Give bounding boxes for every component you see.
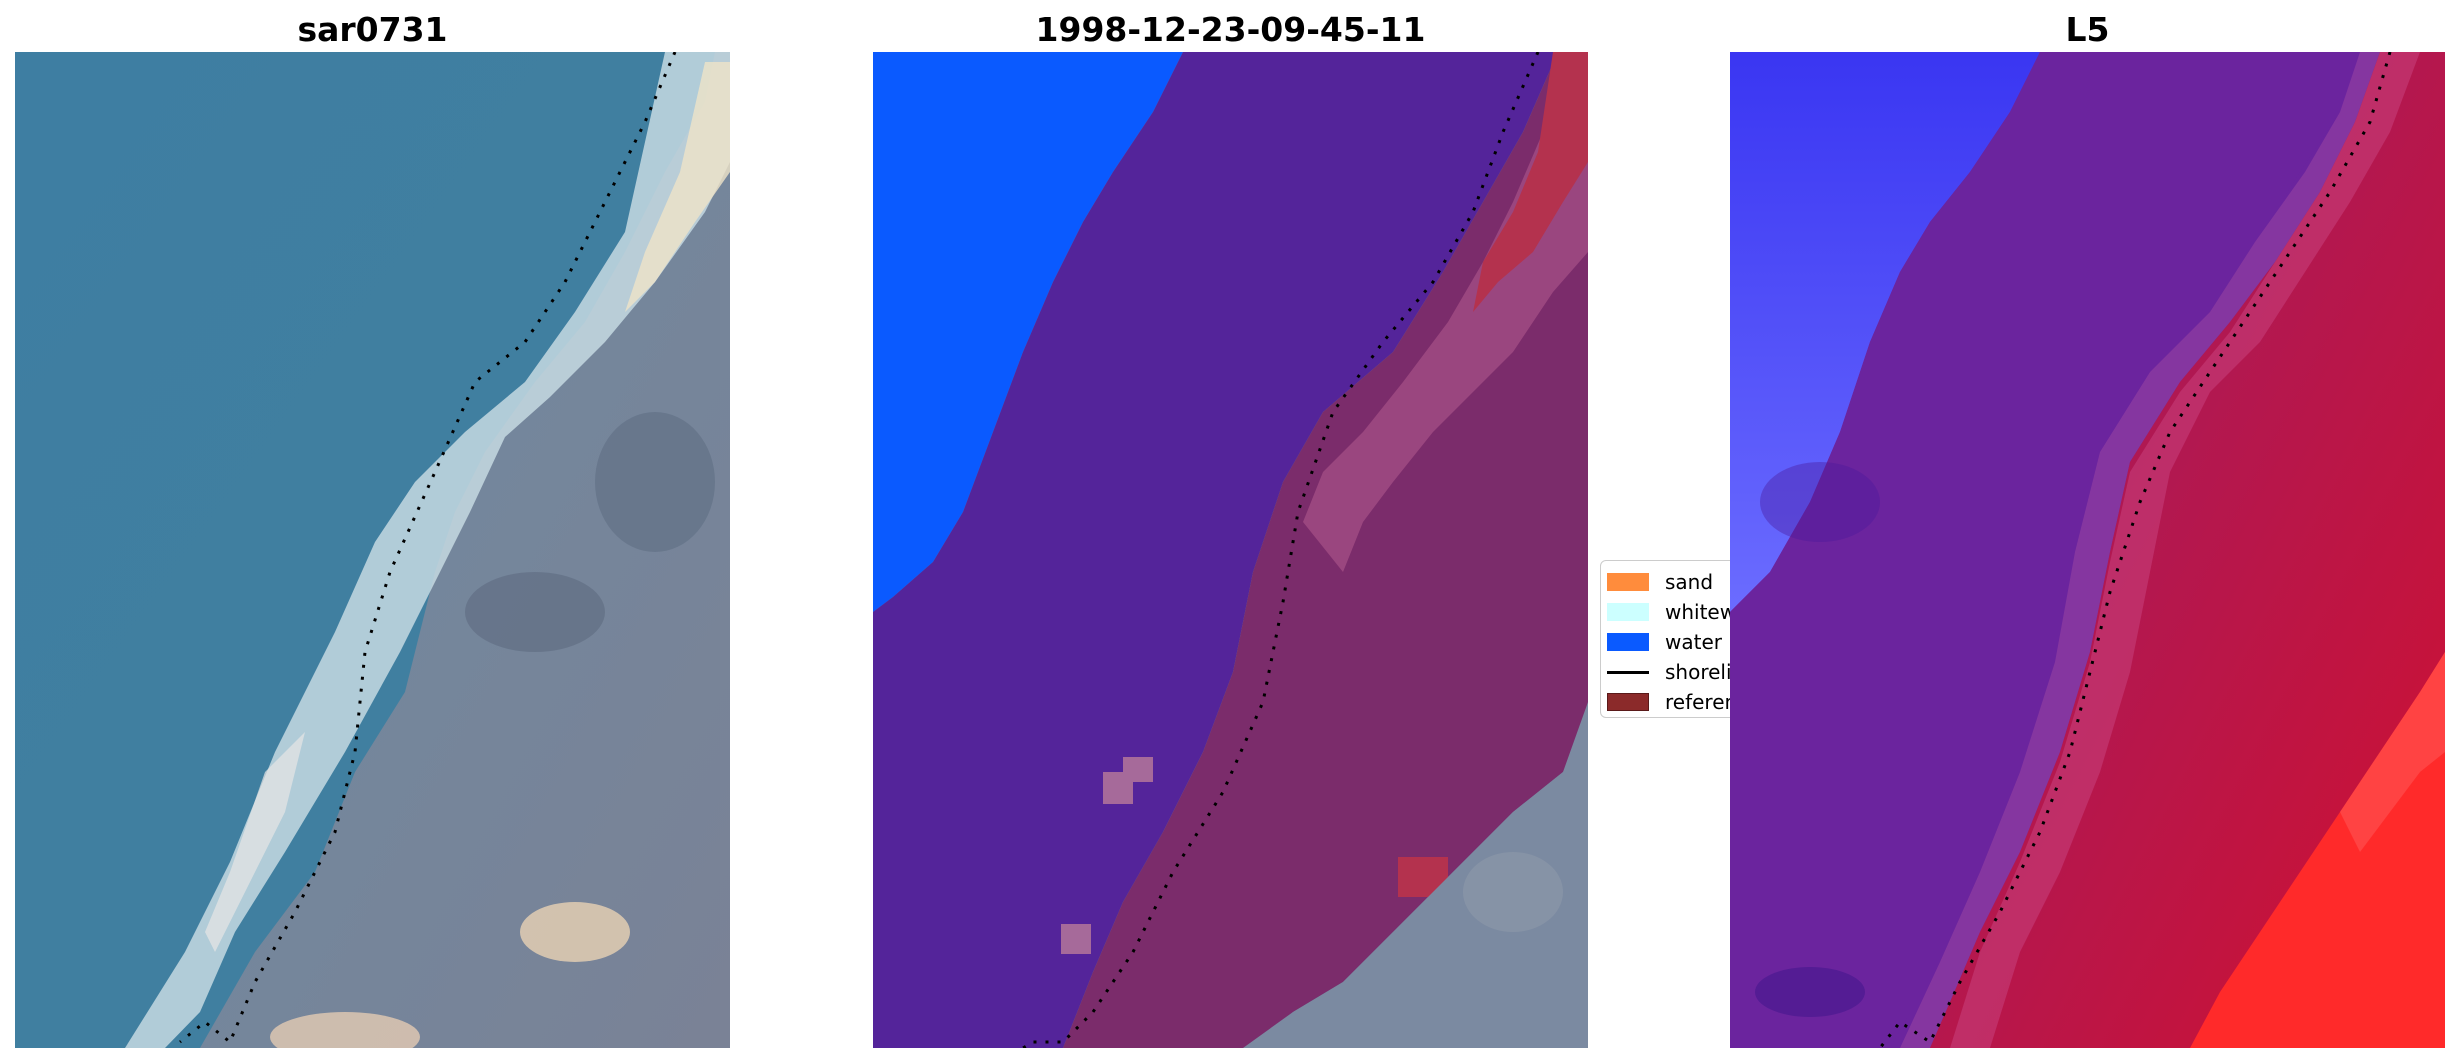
legend-label: water (1665, 630, 1722, 654)
shoreline-swatch (1607, 670, 1649, 674)
panel-title-classification: 1998-12-23-09-45-11 (1035, 10, 1426, 49)
legend-label: sand (1665, 570, 1714, 594)
shoreline-line (1878, 52, 2392, 1048)
legend-item-water: water (1607, 627, 1722, 657)
legend-label: shoreline (1665, 660, 1739, 684)
legend-label: reference shoreline buffer (1665, 690, 1739, 714)
classification-panel (873, 52, 1588, 1048)
legend-item-sand: sand (1607, 567, 1713, 597)
water-swatch (1607, 633, 1649, 651)
whitewater-swatch (1607, 603, 1649, 621)
index-purple-area (1730, 52, 2370, 1048)
reference-buffer-swatch (1607, 693, 1649, 711)
shoreline-line (179, 52, 677, 1045)
legend-item-shoreline: shoreline (1607, 657, 1739, 687)
panel-title-index: L5 (2065, 10, 2110, 49)
index-blue-area (1730, 52, 2040, 612)
legend: sand whitewater water shoreline referenc… (1600, 560, 1740, 718)
water-class-area (873, 52, 1183, 612)
shoreline-line (1022, 52, 1540, 1048)
sand-swatch (1607, 573, 1649, 591)
panel-title-rgb: sar0731 (297, 10, 448, 49)
purple-class-area (873, 52, 1558, 1048)
index-panel (1730, 52, 2445, 1048)
buffer-class-area (1473, 52, 1588, 312)
rgb-image-panel (15, 52, 730, 1048)
legend-item-whitewater: whitewater (1607, 597, 1739, 627)
legend-item-reference-buffer: reference shoreline buffer (1607, 687, 1739, 717)
legend-label: whitewater (1665, 600, 1739, 624)
